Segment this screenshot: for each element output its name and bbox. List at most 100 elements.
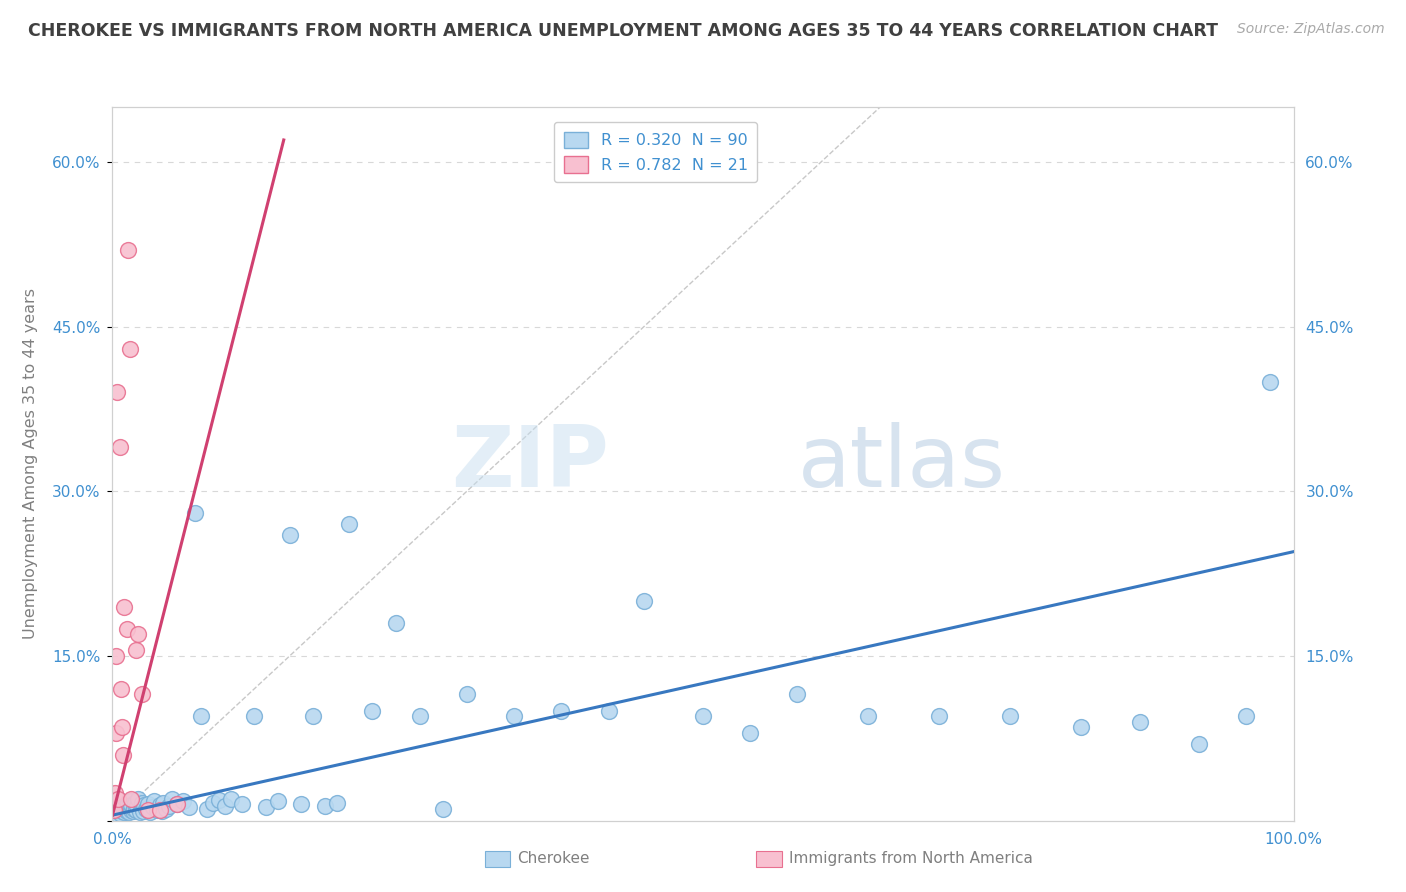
Point <box>104 786 127 800</box>
Point <box>361 704 384 718</box>
Point <box>1129 714 1152 729</box>
Point <box>111 720 134 734</box>
Point <box>105 797 128 812</box>
Point <box>152 796 174 810</box>
Point <box>120 791 142 805</box>
Point <box>1258 375 1281 389</box>
Point <box>131 796 153 810</box>
Text: Cherokee: Cherokee <box>517 851 591 866</box>
Point <box>149 803 172 817</box>
Point <box>117 243 139 257</box>
Point <box>121 804 143 818</box>
Point <box>107 800 129 814</box>
Point <box>127 799 149 814</box>
Legend: R = 0.320  N = 90, R = 0.782  N = 21: R = 0.320 N = 90, R = 0.782 N = 21 <box>554 122 758 183</box>
Y-axis label: Unemployment Among Ages 35 to 44 years: Unemployment Among Ages 35 to 44 years <box>24 288 38 640</box>
Point <box>858 709 880 723</box>
Text: Immigrants from North America: Immigrants from North America <box>789 851 1033 866</box>
Point <box>150 804 173 818</box>
Bar <box>485 851 510 867</box>
Point <box>136 797 159 812</box>
Point <box>214 799 236 814</box>
Point <box>160 791 183 805</box>
Point <box>125 803 148 817</box>
Point <box>633 594 655 608</box>
Point <box>172 794 194 808</box>
Point <box>120 803 142 817</box>
Point <box>385 615 408 630</box>
Point <box>120 342 142 356</box>
Point <box>139 805 162 819</box>
Point <box>550 704 572 718</box>
Point <box>111 804 134 818</box>
Point <box>155 801 177 815</box>
Point <box>166 797 188 812</box>
Point <box>108 794 131 808</box>
Point <box>112 796 135 810</box>
Point <box>115 622 138 636</box>
Point <box>219 791 242 805</box>
Point <box>110 807 132 822</box>
Text: Source: ZipAtlas.com: Source: ZipAtlas.com <box>1237 22 1385 37</box>
Text: atlas: atlas <box>797 422 1005 506</box>
Point <box>108 441 131 455</box>
Point <box>326 796 349 810</box>
Point <box>208 793 231 807</box>
Point <box>120 798 142 813</box>
Point <box>134 798 156 813</box>
Point <box>132 804 155 818</box>
Point <box>302 709 325 723</box>
Text: CHEROKEE VS IMMIGRANTS FROM NORTH AMERICA UNEMPLOYMENT AMONG AGES 35 TO 44 YEARS: CHEROKEE VS IMMIGRANTS FROM NORTH AMERIC… <box>28 22 1218 40</box>
Point <box>125 643 148 657</box>
Point <box>1188 737 1211 751</box>
Point <box>135 801 157 815</box>
Point <box>111 797 134 812</box>
Point <box>112 803 135 817</box>
Point <box>118 805 141 819</box>
Point <box>107 791 129 805</box>
Point <box>136 803 159 817</box>
Point <box>112 801 135 815</box>
Point <box>112 798 135 813</box>
Point <box>142 794 165 808</box>
Point <box>103 803 125 817</box>
Point <box>104 803 127 817</box>
Point <box>243 709 266 723</box>
Bar <box>756 851 782 867</box>
Point <box>112 747 135 762</box>
Point <box>786 687 808 701</box>
Point <box>117 797 139 812</box>
Point <box>131 687 153 701</box>
Point <box>115 804 138 818</box>
Point <box>195 801 218 815</box>
Point <box>110 800 132 814</box>
Point <box>432 801 454 815</box>
Point <box>108 805 131 819</box>
Point <box>1070 720 1092 734</box>
Point <box>278 528 301 542</box>
Point <box>201 796 224 810</box>
Point <box>105 726 128 740</box>
Point <box>107 791 129 805</box>
Point <box>146 803 169 817</box>
Point <box>122 801 145 815</box>
Point <box>692 709 714 723</box>
Point <box>105 805 128 819</box>
Point <box>1234 709 1257 723</box>
Point <box>127 627 149 641</box>
Point <box>105 385 128 400</box>
Point <box>314 799 336 814</box>
Point <box>128 805 150 819</box>
Point <box>184 506 207 520</box>
Point <box>157 799 180 814</box>
Point <box>124 796 146 810</box>
Text: ZIP: ZIP <box>451 422 609 506</box>
Point <box>928 709 950 723</box>
Point <box>740 726 762 740</box>
Point <box>117 803 139 817</box>
Point <box>179 800 201 814</box>
Point <box>105 648 128 663</box>
Point <box>337 517 360 532</box>
Point <box>149 798 172 813</box>
Point <box>290 797 312 812</box>
